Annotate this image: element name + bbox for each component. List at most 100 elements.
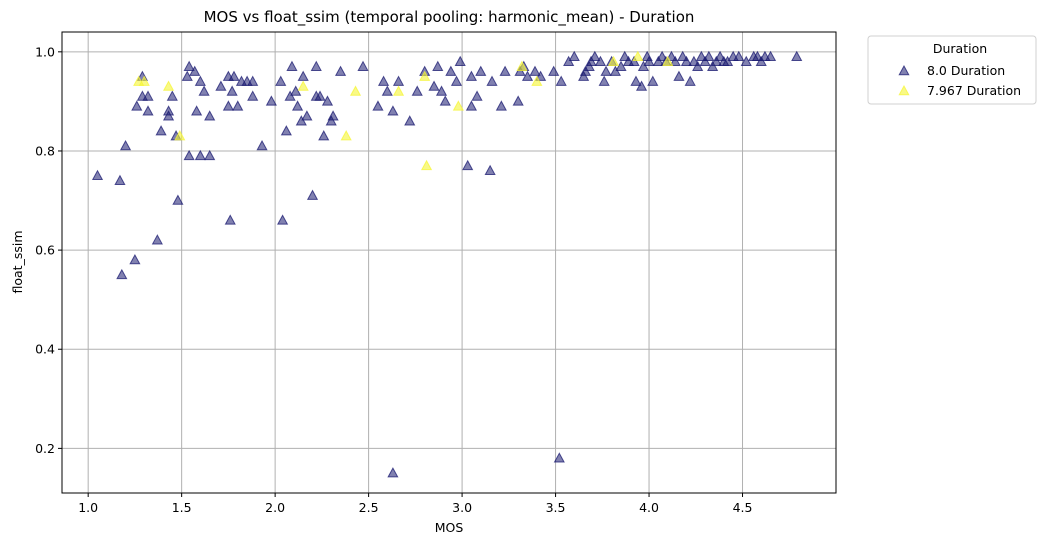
data-point [529, 65, 541, 76]
data-point [204, 149, 216, 161]
data-point [495, 100, 507, 111]
legend: Duration 8.0 Duration 7.967 Duration [867, 35, 1037, 105]
data-point [191, 105, 203, 116]
data-point [91, 169, 104, 181]
data-point [306, 189, 319, 200]
data-point [222, 100, 234, 111]
data-point [598, 75, 610, 86]
series-0 [91, 50, 803, 478]
data-point [589, 50, 601, 62]
data-point [707, 60, 719, 71]
data-point [764, 50, 777, 62]
data-point [349, 85, 362, 96]
data-point [699, 55, 711, 66]
data-point [286, 60, 298, 71]
data-point [377, 75, 390, 86]
data-point [166, 90, 178, 101]
data-points [91, 50, 803, 478]
legend-title: Duration [933, 41, 987, 56]
data-point [652, 55, 664, 66]
data-point [531, 75, 543, 86]
data-point [224, 214, 236, 225]
x-tick-label: 3.5 [546, 500, 566, 515]
data-point [295, 115, 307, 126]
legend-marker-8-0-duration [898, 64, 910, 76]
data-point [579, 65, 592, 76]
data-point [265, 95, 277, 106]
data-point [548, 65, 560, 76]
plot-frame [61, 31, 837, 494]
data-point [116, 268, 128, 280]
data-point [131, 100, 143, 111]
data-point [198, 85, 210, 96]
data-point [643, 55, 655, 66]
data-point [321, 95, 334, 106]
x-tick-label: 3.0 [452, 500, 472, 515]
data-point [647, 75, 659, 86]
data-point [607, 55, 620, 66]
data-point [662, 55, 674, 66]
data-point [435, 85, 448, 96]
y-tick-label: 0.4 [35, 342, 55, 357]
data-point [183, 60, 195, 71]
data-point [247, 90, 259, 101]
data-point [615, 60, 627, 71]
data-point [119, 139, 132, 151]
data-point [387, 467, 399, 478]
data-point [284, 90, 296, 101]
data-point [404, 115, 416, 126]
y-axis-ticks: 0.2 0.4 0.6 0.8 1.0 [35, 44, 62, 456]
data-point [372, 100, 384, 111]
y-tick-label: 0.6 [35, 243, 55, 258]
data-point [301, 110, 313, 121]
data-point [465, 70, 478, 81]
grid [62, 32, 836, 493]
data-point [142, 105, 154, 116]
data-point [114, 174, 126, 185]
data-point [684, 75, 696, 86]
x-axis-label: MOS [435, 520, 464, 535]
data-point [420, 159, 433, 171]
data-point [632, 50, 644, 62]
data-point [471, 90, 483, 101]
legend-label-7-967-duration: 7.967 Duration [927, 83, 1021, 98]
data-point [411, 85, 423, 96]
y-axis-label: float_ssim [10, 230, 25, 293]
data-point [277, 214, 289, 225]
x-tick-label: 1.0 [78, 500, 98, 515]
data-point [628, 55, 640, 66]
data-point [340, 130, 352, 141]
data-point [174, 130, 186, 141]
data-point [637, 60, 650, 71]
data-point [583, 60, 595, 71]
x-tick-label: 1.5 [172, 500, 192, 515]
data-point [183, 149, 195, 161]
data-point [630, 75, 642, 86]
data-point [275, 75, 287, 86]
data-point [256, 139, 268, 151]
data-point [486, 75, 498, 86]
data-point [247, 75, 259, 86]
x-tick-label: 2.0 [265, 500, 285, 515]
data-point [325, 115, 337, 126]
x-tick-label: 2.5 [359, 500, 379, 515]
data-point [703, 50, 715, 62]
data-point [721, 55, 734, 66]
data-point [162, 105, 175, 116]
data-point [680, 55, 693, 66]
data-point [514, 65, 526, 76]
legend-box [867, 35, 1037, 105]
x-axis-ticks: 1.0 1.5 2.0 2.5 3.0 3.5 4.0 4.5 [78, 493, 752, 515]
legend-label-8-0-duration: 8.0 Duration [927, 63, 1005, 78]
data-point [215, 80, 227, 91]
legend-marker-7-967-duration [898, 84, 910, 96]
data-point [740, 55, 752, 66]
data-point [129, 253, 141, 265]
data-point [428, 80, 440, 91]
data-point [585, 55, 597, 66]
data-point [194, 149, 206, 161]
data-point [151, 234, 163, 245]
data-point [475, 65, 487, 76]
data-point [568, 50, 580, 62]
